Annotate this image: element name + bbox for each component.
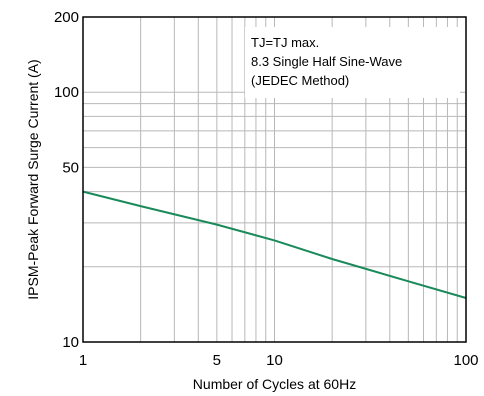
annotation-box [245, 27, 460, 98]
ticks: 1 5 10 100 10 50 100 200 [54, 9, 479, 369]
x-tick-label: 10 [266, 352, 283, 369]
x-tick-label: 5 [213, 352, 221, 369]
x-tick-label: 100 [453, 352, 478, 369]
annotation-line-2: 8.3 Single Half Sine-Wave [251, 54, 402, 69]
annotation-line-3: (JEDEC Method) [251, 73, 349, 88]
y-tick-label: 200 [54, 9, 79, 26]
annotation-line-1: TJ=TJ max. [251, 35, 319, 50]
series [82, 190, 467, 299]
plot-frame [82, 16, 467, 343]
y-axis-label: IPSM-Peak Forward Surge Current (A) [25, 59, 41, 299]
y-tick-label: 100 [54, 84, 79, 101]
y-tick-label: 10 [62, 334, 79, 351]
series-line-0 [82, 190, 467, 299]
x-tick-label: 1 [79, 352, 87, 369]
x-axis-label: Number of Cycles at 60Hz [193, 376, 356, 392]
annotation: TJ=TJ max. 8.3 Single Half Sine-Wave (JE… [251, 35, 402, 88]
y-tick-label: 50 [62, 159, 79, 176]
